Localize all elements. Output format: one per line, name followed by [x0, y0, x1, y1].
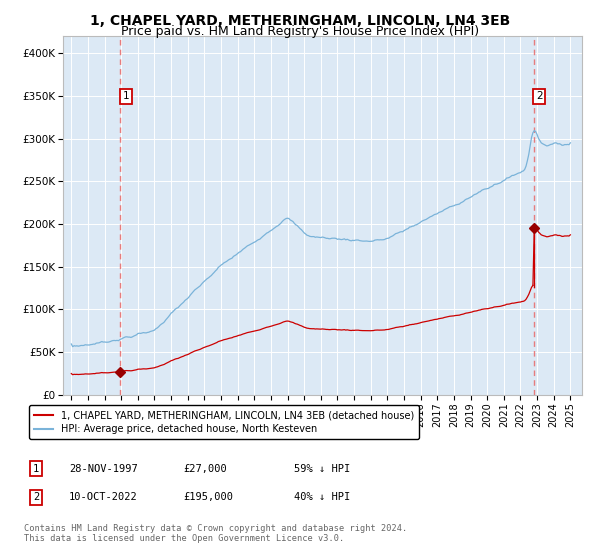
Text: £27,000: £27,000	[183, 464, 227, 474]
Text: 28-NOV-1997: 28-NOV-1997	[69, 464, 138, 474]
Text: 59% ↓ HPI: 59% ↓ HPI	[294, 464, 350, 474]
Text: Price paid vs. HM Land Registry's House Price Index (HPI): Price paid vs. HM Land Registry's House …	[121, 25, 479, 38]
Text: 40% ↓ HPI: 40% ↓ HPI	[294, 492, 350, 502]
Text: 1: 1	[33, 464, 39, 474]
Text: 1, CHAPEL YARD, METHERINGHAM, LINCOLN, LN4 3EB: 1, CHAPEL YARD, METHERINGHAM, LINCOLN, L…	[90, 14, 510, 28]
Text: 1: 1	[122, 91, 129, 101]
Text: 2: 2	[33, 492, 39, 502]
Text: Contains HM Land Registry data © Crown copyright and database right 2024.
This d: Contains HM Land Registry data © Crown c…	[24, 524, 407, 543]
Text: 2: 2	[536, 91, 543, 101]
Text: £195,000: £195,000	[183, 492, 233, 502]
Legend: 1, CHAPEL YARD, METHERINGHAM, LINCOLN, LN4 3EB (detached house), HPI: Average pr: 1, CHAPEL YARD, METHERINGHAM, LINCOLN, L…	[29, 405, 419, 439]
Text: 10-OCT-2022: 10-OCT-2022	[69, 492, 138, 502]
